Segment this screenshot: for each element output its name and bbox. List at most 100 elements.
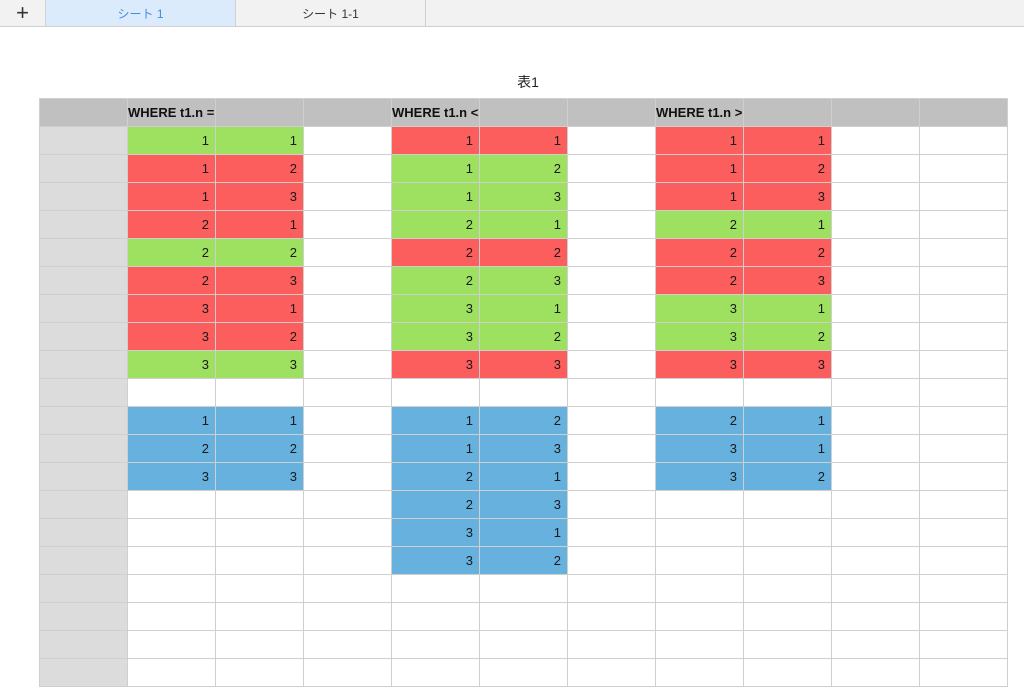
table-cell[interactable] [919,574,1008,603]
table-cell[interactable] [567,462,656,491]
table-cell[interactable] [215,518,304,547]
table-cell[interactable]: 1 [479,294,568,323]
table-cell[interactable]: 1 [479,126,568,155]
table-cell[interactable] [303,406,392,435]
table-cell[interactable] [831,658,920,687]
table-cell[interactable]: 2 [743,462,832,491]
table-cell[interactable] [567,350,656,379]
table-cell[interactable]: 2 [391,210,480,239]
table-cell[interactable] [391,602,480,631]
table-cell[interactable]: 1 [215,126,304,155]
table-cell[interactable]: 3 [479,434,568,463]
table-cell[interactable] [303,490,392,519]
table-cell[interactable] [127,518,216,547]
table-cell[interactable] [303,154,392,183]
table-cell[interactable] [215,490,304,519]
corner-cell[interactable] [39,98,128,127]
header-cell[interactable] [303,98,392,127]
table-cell[interactable] [831,406,920,435]
table-cell[interactable] [919,238,1008,267]
table-cell[interactable] [919,266,1008,295]
table-cell[interactable]: 1 [391,406,480,435]
table-cell[interactable]: 1 [655,126,744,155]
table-cell[interactable]: 1 [655,182,744,211]
table-cell[interactable] [567,602,656,631]
table-cell[interactable] [831,322,920,351]
table-cell[interactable] [919,210,1008,239]
table-cell[interactable]: 1 [215,210,304,239]
table-cell[interactable] [303,658,392,687]
table-cell[interactable] [127,546,216,575]
table-cell[interactable] [919,406,1008,435]
table-cell[interactable] [303,182,392,211]
table-cell[interactable]: 2 [479,154,568,183]
table-cell[interactable]: 2 [479,406,568,435]
table-cell[interactable] [743,518,832,547]
table-cell[interactable] [127,378,216,407]
table-cell[interactable]: 3 [215,266,304,295]
table-cell[interactable] [567,294,656,323]
table-cell[interactable] [831,182,920,211]
table-cell[interactable] [567,126,656,155]
table-cell[interactable] [655,378,744,407]
row-header-cell[interactable] [39,518,128,547]
table-cell[interactable]: 1 [655,154,744,183]
table-cell[interactable]: 3 [479,266,568,295]
table-cell[interactable] [831,602,920,631]
table-cell[interactable] [127,490,216,519]
table-cell[interactable] [567,490,656,519]
table-cell[interactable] [127,630,216,659]
table-cell[interactable] [303,434,392,463]
table-cell[interactable]: 2 [479,546,568,575]
table-cell[interactable]: 3 [479,350,568,379]
table-cell[interactable]: 3 [391,294,480,323]
table-cell[interactable]: 3 [655,350,744,379]
table-cell[interactable]: 2 [743,322,832,351]
header-cell[interactable] [743,98,832,127]
column-header-cell[interactable]: WHERE t1.n <> t2.n [391,98,480,127]
table-cell[interactable]: 3 [743,350,832,379]
table-cell[interactable] [303,630,392,659]
row-header-cell[interactable] [39,238,128,267]
table-cell[interactable] [303,350,392,379]
table-cell[interactable] [919,518,1008,547]
table-cell[interactable] [831,126,920,155]
row-header-cell[interactable] [39,294,128,323]
table-cell[interactable] [831,266,920,295]
table-cell[interactable] [655,630,744,659]
table-cell[interactable] [743,378,832,407]
table-cell[interactable]: 2 [127,266,216,295]
table-cell[interactable]: 3 [127,350,216,379]
table-cell[interactable] [831,378,920,407]
table-cell[interactable] [215,574,304,603]
table-cell[interactable]: 1 [391,126,480,155]
table-cell[interactable] [303,266,392,295]
table-cell[interactable] [831,630,920,659]
table-cell[interactable]: 2 [391,238,480,267]
row-header-cell[interactable] [39,546,128,575]
table-cell[interactable] [831,490,920,519]
table-cell[interactable]: 1 [127,154,216,183]
table-cell[interactable]: 3 [655,434,744,463]
table-cell[interactable] [303,546,392,575]
table-cell[interactable] [567,182,656,211]
header-cell[interactable] [215,98,304,127]
table-cell[interactable] [743,602,832,631]
table-cell[interactable] [215,658,304,687]
table-cell[interactable]: 1 [743,210,832,239]
row-header-cell[interactable] [39,210,128,239]
header-cell[interactable] [567,98,656,127]
table-cell[interactable] [655,602,744,631]
table-cell[interactable] [919,434,1008,463]
table-cell[interactable] [655,574,744,603]
header-cell[interactable] [831,98,920,127]
table-cell[interactable]: 3 [655,294,744,323]
table-cell[interactable]: 3 [391,350,480,379]
table-cell[interactable]: 1 [215,406,304,435]
table-cell[interactable] [215,378,304,407]
table-cell[interactable]: 1 [127,182,216,211]
table-cell[interactable]: 3 [215,182,304,211]
table-cell[interactable] [567,518,656,547]
table-cell[interactable] [303,238,392,267]
table-cell[interactable]: 2 [127,210,216,239]
